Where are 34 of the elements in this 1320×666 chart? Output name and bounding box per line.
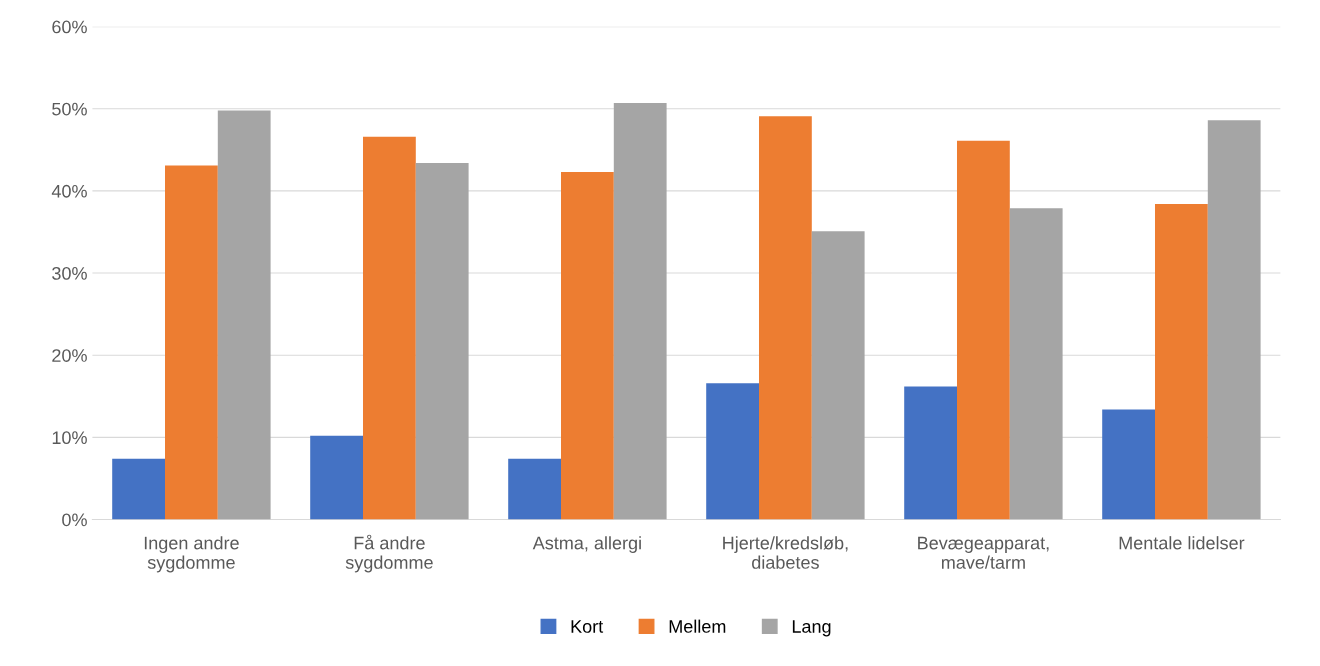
legend-label: Mellem <box>669 619 726 633</box>
x-tick-label: Hjerte/kredsløb, diabetes <box>723 536 848 569</box>
bar <box>217 110 271 520</box>
x-tick-label: Få andre sygdomme <box>345 534 433 573</box>
x-tick-label: Bevægeapparat, mave/tarm <box>918 536 1049 569</box>
bar <box>1207 120 1261 520</box>
bar <box>904 386 957 520</box>
x-tick-label: Ingen andre sygdomme <box>144 536 239 573</box>
bar <box>363 136 416 520</box>
x-tick-label: Mentale lidelser <box>1119 536 1245 550</box>
y-tick-label: 60% <box>52 20 87 34</box>
bar <box>561 172 614 520</box>
bar <box>811 231 865 520</box>
bar <box>112 458 165 520</box>
bar <box>1102 409 1155 520</box>
y-tick-label: 50% <box>52 102 87 116</box>
legend-label: Kort <box>571 620 604 633</box>
y-tick-label: 20% <box>52 349 87 362</box>
bar <box>759 116 812 520</box>
bar <box>165 165 218 520</box>
y-tick-label: 0% <box>62 513 87 527</box>
bar <box>310 435 363 520</box>
y-tick-label: 10% <box>52 431 87 445</box>
bar <box>1155 204 1208 520</box>
bar <box>613 103 667 520</box>
bar <box>415 162 469 520</box>
y-tick-label: 30% <box>52 266 87 280</box>
bar <box>957 140 1010 520</box>
bar <box>706 383 759 520</box>
legend-label: Lang <box>792 620 831 637</box>
x-tick-label: Astma, allergi <box>532 536 641 553</box>
bar <box>1009 208 1063 520</box>
bar <box>508 458 561 520</box>
y-tick-label: 40% <box>51 184 87 198</box>
